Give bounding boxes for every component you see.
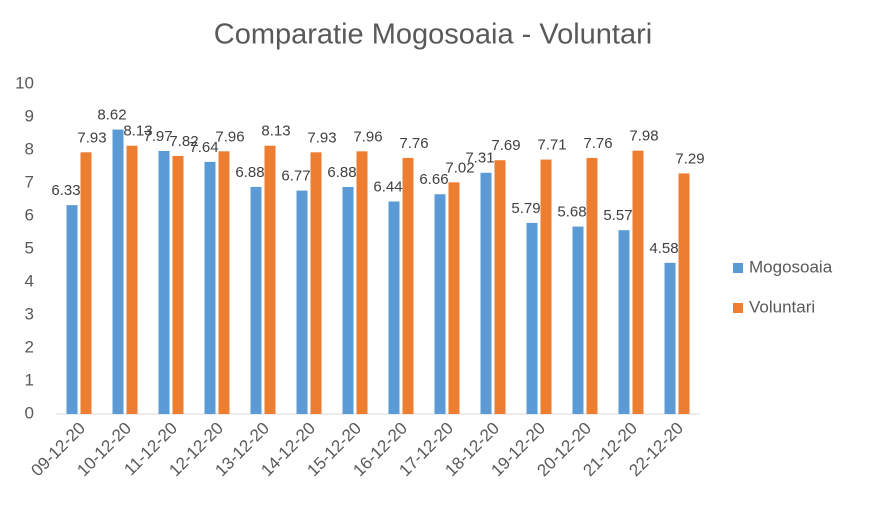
bar <box>586 157 598 415</box>
bar <box>664 262 676 414</box>
bar <box>250 186 262 414</box>
bar <box>342 186 354 414</box>
y-tick-label: 6 <box>25 205 34 224</box>
bar <box>526 222 538 414</box>
chart-title: Comparatie Mogosoaia - Voluntari <box>214 19 652 51</box>
legend-swatch <box>733 263 743 273</box>
data-label: 7.02 <box>445 159 474 176</box>
legend-label: Voluntari <box>749 297 815 316</box>
data-label: 7.76 <box>399 135 428 152</box>
bar <box>172 155 184 414</box>
bar <box>310 152 322 414</box>
data-label: 7.82 <box>169 133 198 150</box>
data-label: 7.93 <box>307 129 336 146</box>
bar <box>402 157 414 415</box>
data-label: 6.77 <box>281 168 310 185</box>
legend-label: Mogosoaia <box>749 257 833 276</box>
data-label: 8.13 <box>261 123 290 140</box>
data-label: 8.13 <box>123 123 152 140</box>
data-label: 5.57 <box>603 207 632 224</box>
data-label: 6.88 <box>235 164 264 181</box>
bar <box>448 182 460 414</box>
y-tick-label: 0 <box>25 403 34 422</box>
y-tick-label: 3 <box>25 304 34 323</box>
data-label: 6.66 <box>419 171 448 188</box>
y-tick-label: 4 <box>25 271 34 290</box>
bar <box>632 150 644 414</box>
data-label: 7.64 <box>189 139 218 156</box>
bar <box>296 190 308 414</box>
data-label: 4.58 <box>649 240 678 257</box>
data-label: 6.33 <box>51 182 80 199</box>
bar <box>126 145 138 414</box>
bar <box>494 160 506 414</box>
bar <box>264 145 276 414</box>
y-tick-label: 1 <box>25 370 34 389</box>
legend-swatch <box>733 303 743 313</box>
y-tick-label: 5 <box>25 238 34 257</box>
data-label: 6.44 <box>373 178 402 195</box>
y-tick-label: 8 <box>25 139 34 158</box>
y-tick-label: 7 <box>25 172 34 191</box>
data-label: 7.98 <box>629 128 658 145</box>
bar <box>66 205 78 414</box>
bar <box>388 201 400 414</box>
data-label: 7.71 <box>537 137 566 154</box>
y-tick-label: 10 <box>15 73 34 92</box>
data-label: 7.93 <box>77 129 106 146</box>
bar <box>434 194 446 414</box>
data-label: 7.29 <box>675 150 704 167</box>
bar <box>618 230 630 414</box>
bar <box>480 172 492 414</box>
bar <box>204 161 216 414</box>
bar <box>112 129 124 415</box>
data-label: 7.31 <box>465 150 494 167</box>
data-label: 5.79 <box>511 200 540 217</box>
y-tick-label: 2 <box>25 337 34 356</box>
data-label: 7.76 <box>583 135 612 152</box>
bar <box>356 151 368 414</box>
y-tick-label: 9 <box>25 106 34 125</box>
data-label: 7.69 <box>491 137 520 154</box>
bar <box>80 152 92 414</box>
data-label: 5.68 <box>557 204 586 221</box>
bar <box>218 151 230 414</box>
bar <box>158 150 170 415</box>
bar <box>678 173 690 414</box>
data-label: 6.88 <box>327 164 356 181</box>
data-label: 7.96 <box>353 128 382 145</box>
data-label: 7.97 <box>143 128 172 145</box>
data-label: 7.96 <box>215 128 244 145</box>
bar <box>540 159 552 414</box>
bar <box>572 226 584 414</box>
data-label: 8.62 <box>97 107 126 124</box>
